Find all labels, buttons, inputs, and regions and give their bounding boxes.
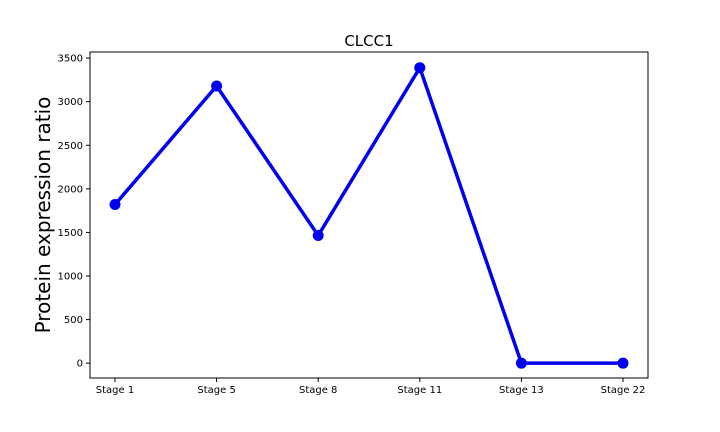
data-point bbox=[515, 357, 527, 369]
data-point bbox=[109, 199, 121, 211]
series-line bbox=[113, 63, 623, 365]
x-tick-label: Stage 22 bbox=[601, 385, 646, 396]
x-tick-label: Stage 11 bbox=[397, 385, 442, 396]
y-tick-label: 500 bbox=[64, 315, 83, 326]
data-point bbox=[211, 80, 223, 92]
y-tick-label: 1000 bbox=[58, 272, 83, 283]
plot-area: 0 500 1000 1500 2000 2500 3000 3500 Stage 1 Stage… bbox=[58, 51, 649, 396]
y-tick-label: 3500 bbox=[58, 54, 83, 65]
y-tick-label: 0 bbox=[77, 359, 83, 370]
chart-title: CLCC1 bbox=[344, 32, 393, 50]
y-tick-label: 1500 bbox=[58, 228, 83, 239]
x-tick-label: Stage 8 bbox=[299, 385, 337, 396]
y-axis-label: Protein expression ratio bbox=[31, 97, 55, 334]
y-tick-label: 2500 bbox=[58, 141, 83, 152]
x-tick-label: Stage 13 bbox=[499, 385, 544, 396]
y-tick-label: 3000 bbox=[58, 97, 83, 108]
data-point bbox=[414, 62, 426, 74]
y-tick-label: 2000 bbox=[58, 184, 83, 195]
data-point bbox=[617, 357, 629, 369]
x-tick-label: Stage 5 bbox=[197, 385, 235, 396]
data-point bbox=[312, 229, 324, 241]
plot-frame bbox=[89, 51, 649, 379]
x-tick-label: Stage 1 bbox=[96, 385, 134, 396]
